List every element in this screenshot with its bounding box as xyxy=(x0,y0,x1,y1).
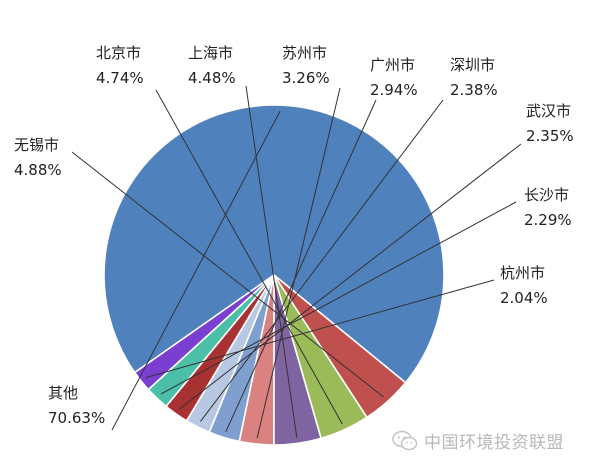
leader-line xyxy=(256,87,341,439)
slice-value-label: 70.63% xyxy=(48,409,105,427)
leader-line xyxy=(160,201,517,395)
leader-line xyxy=(179,143,522,410)
wechat-icon xyxy=(392,430,418,450)
watermark: 中国环境投资联盟 xyxy=(392,428,564,453)
slice-label: 深圳市 xyxy=(450,56,495,74)
slice-label: 上海市 xyxy=(188,44,233,62)
slice-value-label: 2.38% xyxy=(450,81,498,99)
pie-slice xyxy=(133,274,275,391)
leader-line xyxy=(145,279,495,378)
slice-value-label: 4.48% xyxy=(188,69,236,87)
slice-value-label: 3.26% xyxy=(282,69,330,87)
slice-value-label: 2.94% xyxy=(370,81,418,99)
leader-line xyxy=(155,89,343,425)
leader-line xyxy=(111,110,281,431)
slice-label: 苏州市 xyxy=(282,44,327,62)
leader-line xyxy=(245,85,298,438)
slice-value-label: 2.35% xyxy=(526,127,574,145)
slice-label: 武汉市 xyxy=(526,102,571,120)
slice-value-label: 2.04% xyxy=(500,289,548,307)
leader-line xyxy=(200,99,444,422)
slice-label: 北京市 xyxy=(96,44,141,62)
pie-slice xyxy=(103,104,445,384)
leader-line xyxy=(71,151,384,398)
slice-label: 杭州市 xyxy=(500,264,545,282)
slice-label: 无锡市 xyxy=(14,136,59,154)
leader-line xyxy=(225,99,377,433)
slice-label: 长沙市 xyxy=(524,186,569,204)
slice-label: 其他 xyxy=(48,384,78,402)
slice-value-label: 4.74% xyxy=(96,69,144,87)
watermark-text: 中国环境投资联盟 xyxy=(424,433,564,453)
slice-value-label: 4.88% xyxy=(14,161,62,179)
slice-label: 广州市 xyxy=(370,56,415,74)
slice-value-label: 2.29% xyxy=(524,211,572,229)
